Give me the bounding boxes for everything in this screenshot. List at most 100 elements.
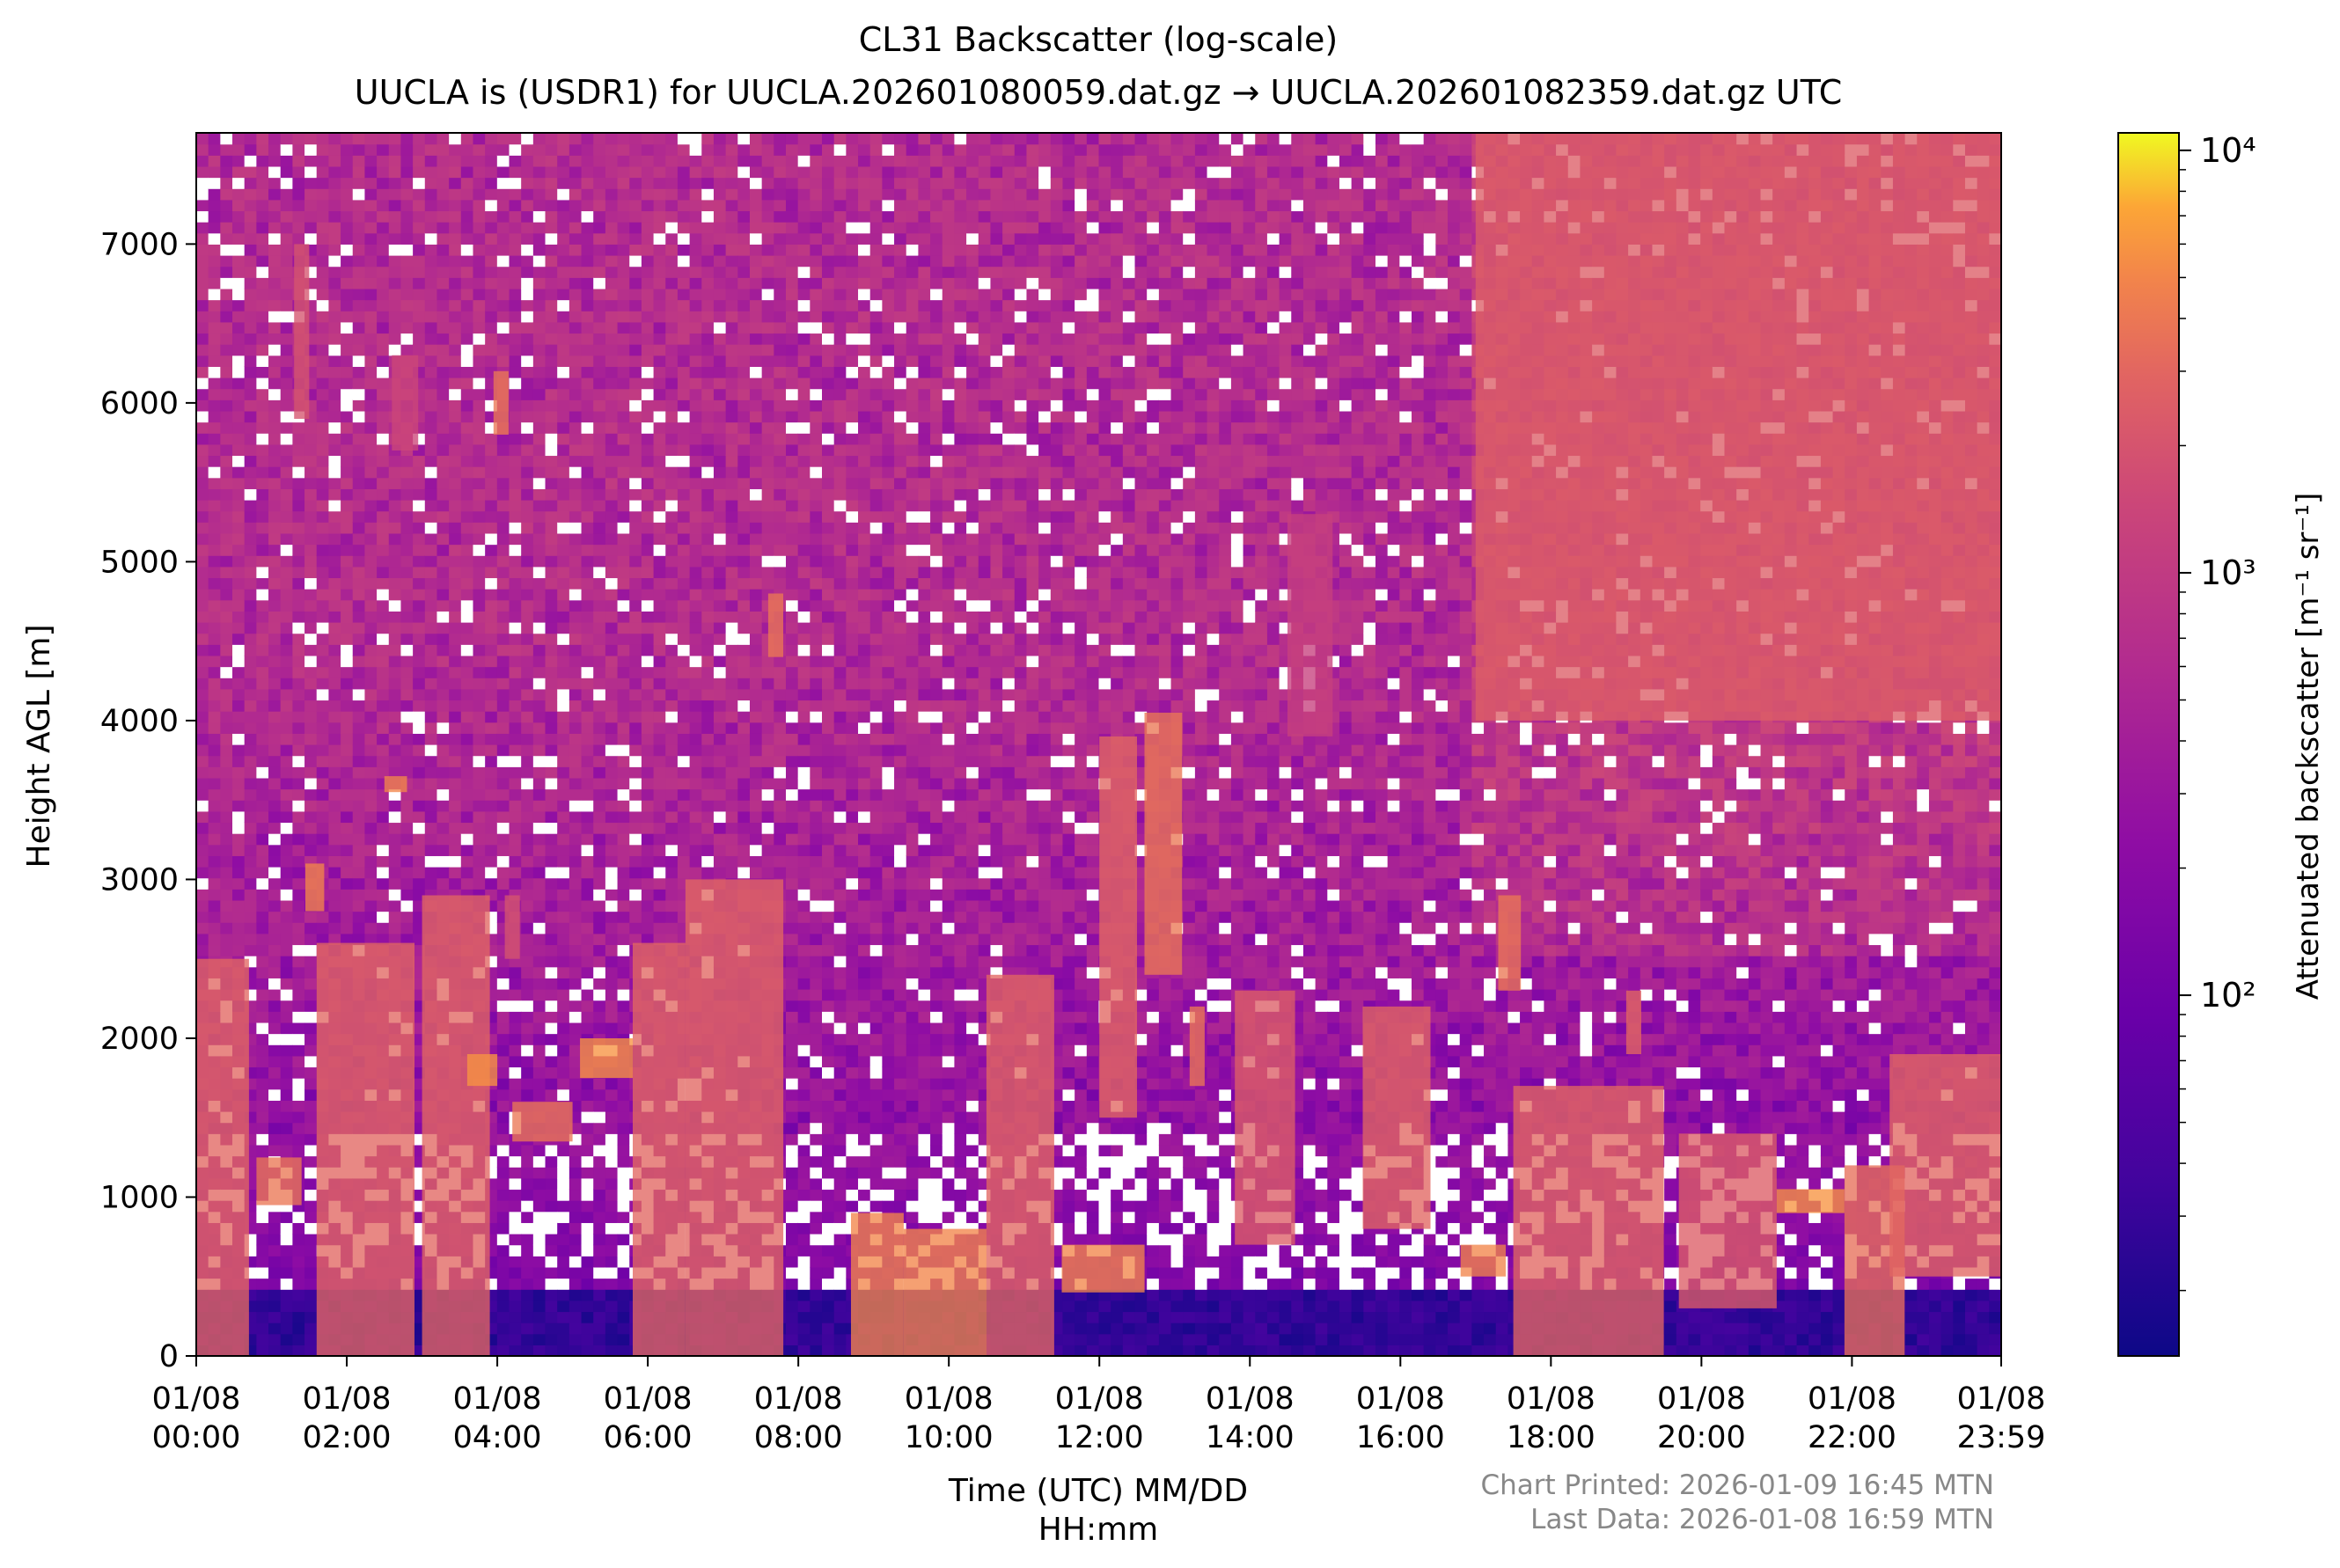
heat-cell — [292, 477, 305, 489]
heat-cell — [581, 800, 594, 812]
heat-cell — [328, 355, 341, 367]
heat-cell — [557, 956, 570, 968]
heat-cell — [641, 333, 655, 345]
heat-cell — [568, 744, 583, 757]
heat-cell — [256, 622, 269, 634]
heat-cell — [341, 155, 354, 167]
heat-cell — [208, 143, 221, 156]
heat-cell — [701, 510, 715, 523]
heat-cell — [532, 766, 546, 779]
heat-cell — [485, 766, 498, 779]
heat-cell — [292, 555, 305, 568]
heat-cell — [509, 377, 522, 390]
heat-cell — [256, 577, 269, 590]
heat-cell — [460, 644, 474, 656]
heat-cell — [388, 822, 402, 834]
heat-cell — [268, 1022, 282, 1035]
heat-cell — [460, 377, 474, 390]
heat-cell — [557, 477, 570, 489]
heat-cell — [713, 599, 727, 612]
heat-cell — [545, 366, 558, 378]
heat-cell — [256, 222, 269, 234]
heat-cell — [545, 1022, 558, 1035]
heat-cell — [593, 1155, 606, 1168]
heat-cell — [701, 299, 715, 311]
heat-cell — [617, 510, 630, 523]
heat-cell — [364, 299, 378, 311]
heat-cell — [292, 1022, 305, 1035]
heat-cell — [449, 266, 462, 278]
heat-cell — [485, 433, 498, 445]
heat-cell — [377, 266, 390, 278]
heat-cell — [521, 822, 534, 834]
heat-cell — [328, 678, 341, 690]
heat-cell — [436, 744, 450, 757]
heat-cell — [316, 800, 329, 812]
heat-cell — [449, 399, 462, 412]
heat-cell — [665, 577, 679, 590]
heat-cell — [725, 844, 738, 856]
heat-cell — [208, 500, 221, 512]
heat-cell — [232, 678, 246, 690]
heat-cell — [677, 810, 691, 824]
heat-cell — [208, 244, 221, 256]
heat-cell — [641, 510, 655, 523]
heat-cell — [424, 311, 438, 323]
heat-cell — [545, 755, 558, 767]
heat-cell — [473, 700, 486, 712]
heat-cell — [280, 377, 293, 390]
heat-cell — [208, 199, 221, 212]
heat-cell — [256, 555, 269, 568]
heat-cell — [280, 477, 293, 489]
heat-cell — [280, 867, 293, 879]
heat-cell — [568, 1300, 583, 1313]
heat-cell — [268, 433, 282, 445]
heat-cell — [496, 188, 510, 201]
heat-cell — [244, 288, 257, 301]
heat-cell — [581, 655, 594, 668]
heat-cell — [605, 800, 619, 812]
heat-cell — [677, 777, 691, 790]
heat-cell — [377, 532, 390, 546]
heat-cell — [424, 266, 438, 278]
heat-cell — [196, 911, 209, 923]
heat-cell — [532, 722, 546, 734]
heat-cell — [509, 599, 522, 612]
heat-cell — [220, 532, 233, 546]
heat-cell — [341, 810, 354, 824]
heat-cell — [557, 700, 570, 712]
heat-cell — [232, 622, 246, 634]
heat-cell — [581, 443, 594, 457]
heat-cell — [232, 711, 246, 723]
heat-cell — [509, 688, 522, 701]
heat-cell — [689, 165, 702, 179]
heat-cell — [689, 355, 702, 367]
heat-cell — [268, 877, 282, 890]
heat-cell — [509, 1323, 522, 1335]
heat-cell — [725, 433, 738, 445]
heat-cell — [521, 399, 534, 412]
heat-cell — [460, 210, 474, 223]
heat-cell — [568, 1278, 583, 1290]
heat-cell — [460, 589, 474, 601]
heat-cell — [424, 544, 438, 556]
heat-cell — [617, 1144, 630, 1157]
heat-cell — [665, 555, 679, 568]
heat-cell — [473, 744, 486, 757]
heat-cell — [581, 1011, 594, 1023]
heat-cell — [653, 755, 666, 767]
heat-cell — [617, 155, 630, 167]
heat-cell — [581, 722, 594, 734]
heat-cell — [545, 355, 558, 367]
heat-cell — [605, 355, 619, 367]
heat-cell — [232, 589, 246, 601]
heat-cell — [341, 266, 354, 278]
heat-cell — [280, 1333, 293, 1345]
heat-cell — [244, 510, 257, 523]
heat-cell — [496, 277, 510, 289]
heat-cell — [436, 466, 450, 479]
heat-cell — [496, 266, 510, 278]
heat-cell — [545, 1333, 558, 1345]
heat-cell — [413, 311, 426, 323]
heat-cell — [280, 355, 293, 367]
